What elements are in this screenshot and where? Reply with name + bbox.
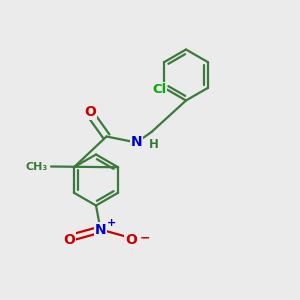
Text: +: +	[107, 218, 116, 229]
Text: N: N	[131, 136, 142, 149]
Text: O: O	[84, 105, 96, 119]
Text: CH₃: CH₃	[26, 161, 48, 172]
Text: O: O	[63, 233, 75, 247]
Text: N: N	[95, 223, 106, 236]
Text: O: O	[125, 233, 137, 247]
Text: H: H	[149, 138, 159, 152]
Text: −: −	[140, 231, 151, 244]
Text: Cl: Cl	[152, 83, 166, 96]
